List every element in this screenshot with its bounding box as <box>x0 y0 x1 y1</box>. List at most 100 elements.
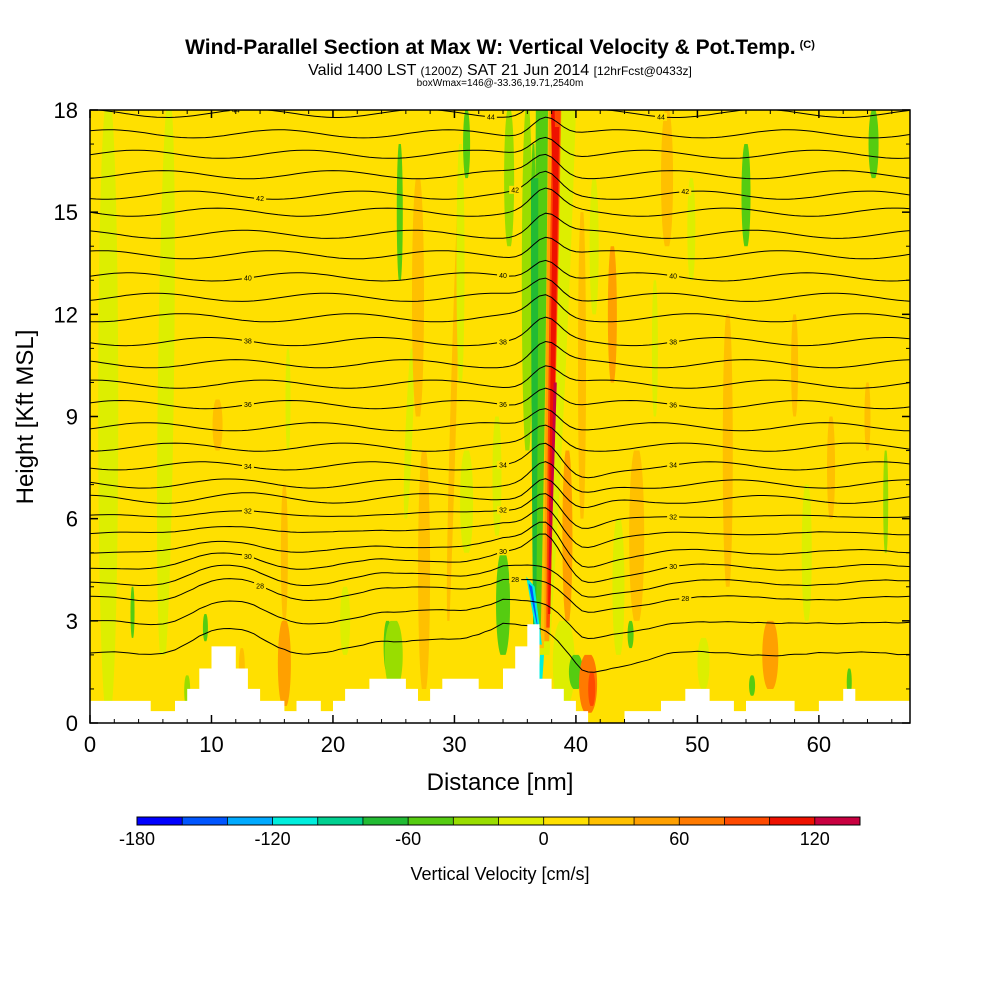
isentrope-label: 44 <box>487 114 495 121</box>
isentrope-label: 34 <box>244 464 252 471</box>
x-tick-label: 50 <box>685 732 709 757</box>
isentrope-label-bg <box>241 462 254 471</box>
y-axis-label: Height [Kft MSL] <box>12 330 39 505</box>
x-tick-label: 30 <box>442 732 466 757</box>
isentrope-label: 28 <box>681 596 689 603</box>
colorbar-swatch <box>814 817 861 825</box>
isentrope-label-bg <box>667 337 680 346</box>
velocity-streak <box>463 110 471 179</box>
colorbar: -180 -120 -60 0 60 120 <box>119 816 861 849</box>
y-tick-label: 6 <box>66 507 78 532</box>
colorbar-swatch <box>137 817 183 825</box>
velocity-streak <box>687 178 696 281</box>
colorbar-swatch <box>227 817 274 825</box>
velocity-streak <box>384 620 403 689</box>
velocity-streak <box>411 178 425 417</box>
velocity-streak <box>277 620 291 706</box>
chart-title-text: Wind-Parallel Section at Max W: Vertical… <box>185 36 796 59</box>
isentrope-label-bg <box>241 506 254 515</box>
isentrope-line <box>90 578 910 613</box>
isentrope-label-bg <box>254 194 267 203</box>
velocity-streak <box>202 614 208 642</box>
velocity-streak <box>661 110 674 247</box>
isentrope-label: 30 <box>669 564 677 571</box>
isentrope-label: 42 <box>511 187 519 194</box>
updraft-core <box>549 382 557 570</box>
isentrope-line <box>90 461 910 493</box>
isentrope-label-bg <box>654 112 667 121</box>
isentrope-label-bg <box>667 512 680 521</box>
colorbar-swatch <box>272 817 319 825</box>
updraft-core <box>551 110 557 247</box>
isentrope-label: 32 <box>499 508 507 515</box>
isentrope-line <box>90 521 910 568</box>
velocity-streak <box>98 110 119 706</box>
isentrope-line <box>90 598 910 640</box>
isentrope-label: 34 <box>499 463 507 470</box>
colorbar-tick-label: -120 <box>255 829 291 849</box>
y-tick-label: 0 <box>66 711 78 736</box>
velocity-streak <box>697 637 710 689</box>
colorbar-swatch <box>769 817 816 825</box>
velocity-streak <box>156 110 175 655</box>
y-tick-label: 3 <box>66 609 78 634</box>
isentrope-label: 38 <box>669 339 677 346</box>
terrain-mask <box>90 624 910 723</box>
isentrope-line <box>90 277 910 302</box>
isentrope-line <box>90 365 910 389</box>
isentrope-label: 40 <box>669 273 677 280</box>
velocity-streak <box>612 518 625 655</box>
velocity-streak <box>280 484 288 621</box>
colorbar-tick-label: 60 <box>669 829 689 849</box>
velocity-streak <box>562 450 573 621</box>
plot-area: 28 28 28 30 30 30 32 32 32 34 34 34 36 36 36 38 38 38 40 40… <box>90 110 910 723</box>
colorbar-tick-label: 0 <box>539 829 549 849</box>
velocity-streak <box>130 586 135 638</box>
isentrope-line <box>90 170 910 200</box>
velocity-streak <box>791 314 799 417</box>
velocity-streak <box>651 280 658 417</box>
colorbar-swatch <box>362 817 409 825</box>
velocity-streak <box>418 450 431 689</box>
isentrope-label-bg <box>509 185 522 194</box>
velocity-streak <box>496 552 511 655</box>
velocity-streak <box>883 450 889 553</box>
colorbar-swatch <box>453 817 499 825</box>
isentrope-line <box>90 110 910 119</box>
x-tick-label: 60 <box>807 732 831 757</box>
isentrope-label-bg <box>241 552 254 561</box>
isentrope-label: 42 <box>681 189 689 196</box>
velocity-streak <box>868 110 879 179</box>
isentrope-label-bg <box>667 562 680 571</box>
isentrope-label-bg <box>667 461 680 470</box>
isentrope-label-bg <box>667 271 680 280</box>
isentrope-label: 42 <box>256 196 264 203</box>
isentrope-line <box>90 408 910 432</box>
x-tick-label: 20 <box>321 732 345 757</box>
velocity-streak <box>212 399 223 451</box>
colorbar-tick-label: 120 <box>800 829 830 849</box>
chart-title: Wind-Parallel Section at Max W: Vertical… <box>0 36 1000 60</box>
isentrope-line <box>90 564 910 598</box>
velocity-streak <box>577 212 587 519</box>
isentrope-line <box>90 340 910 369</box>
colorbar-swatch <box>588 817 635 825</box>
colorbar-swatch <box>408 817 454 825</box>
isentrope-label: 30 <box>499 549 507 556</box>
isentrope-label-bg <box>484 112 497 121</box>
downdraft-core <box>528 583 540 638</box>
isentrope-label-bg <box>241 400 254 409</box>
velocity-streak <box>749 675 756 696</box>
isentrope-label: 28 <box>256 583 264 590</box>
velocity-streak <box>456 144 465 383</box>
colorbar-swatch <box>182 817 228 825</box>
isentrope-line <box>90 424 910 452</box>
x-tick-label: 40 <box>564 732 588 757</box>
isentrope-label: 30 <box>244 554 252 561</box>
isentrope-label-bg <box>679 594 692 603</box>
isentrope-label: 40 <box>244 276 252 283</box>
isentrope-label: 40 <box>499 273 507 280</box>
isentrope-label-bg <box>497 547 510 556</box>
x-tick-label: 0 <box>84 732 96 757</box>
